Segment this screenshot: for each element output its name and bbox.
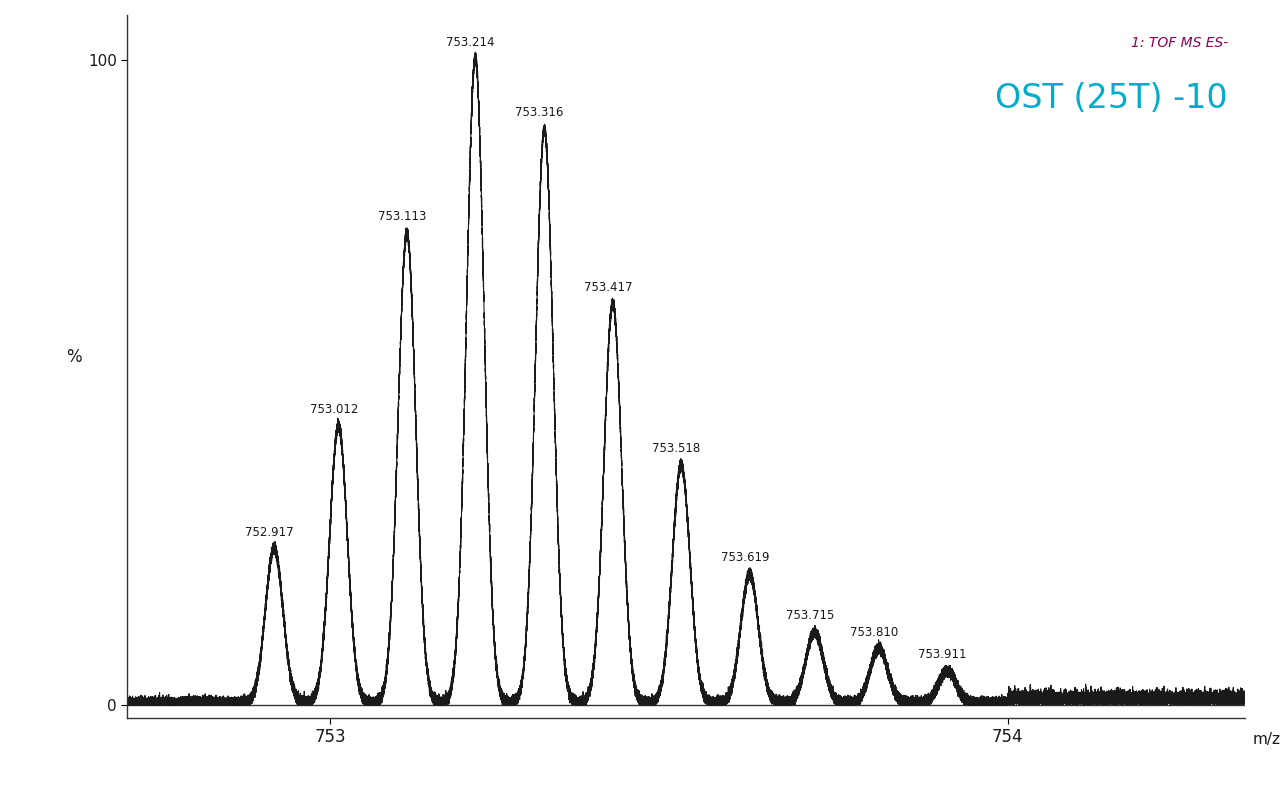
- Text: 753.619: 753.619: [721, 551, 769, 565]
- Text: OST (25T) -10: OST (25T) -10: [996, 82, 1228, 115]
- Text: 753.417: 753.417: [584, 281, 632, 293]
- Text: 753.715: 753.715: [786, 610, 835, 623]
- Text: 753.911: 753.911: [918, 648, 966, 661]
- Text: 753.012: 753.012: [310, 403, 358, 416]
- Text: 753.214: 753.214: [447, 36, 495, 48]
- Text: 1: TOF MS ES-: 1: TOF MS ES-: [1130, 36, 1228, 50]
- Text: 753.810: 753.810: [850, 626, 899, 638]
- Text: 753.518: 753.518: [653, 442, 700, 454]
- Y-axis label: %: %: [67, 348, 82, 366]
- X-axis label: m/z: m/z: [1253, 732, 1280, 747]
- Text: 753.316: 753.316: [516, 106, 563, 120]
- Text: 752.917: 752.917: [244, 526, 293, 538]
- Text: 753.113: 753.113: [378, 209, 426, 223]
